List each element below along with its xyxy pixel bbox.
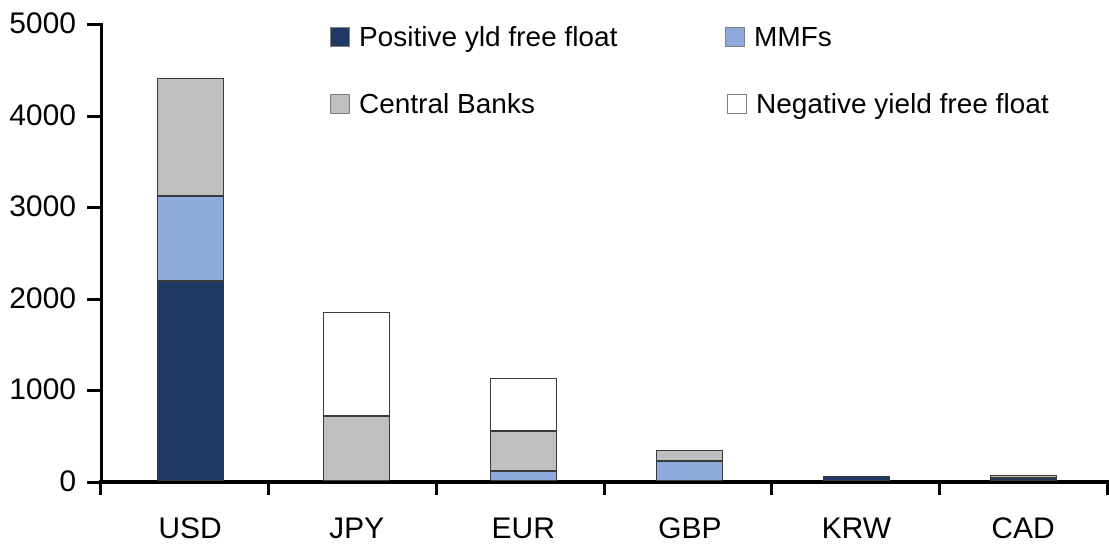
x-axis-label-jpy: JPY (329, 512, 385, 545)
legend-label-central-banks: Central Banks (359, 88, 535, 119)
y-tick-label: 4000 (9, 98, 76, 132)
legend-label-negative-yield-free-float: Negative yield free float (756, 88, 1049, 119)
bar-segment-negative-yield-free-float (323, 311, 391, 417)
x-tick (434, 480, 438, 495)
y-tick-label: 1000 (9, 373, 76, 407)
bar-segment-positive-yld-free-float (156, 281, 224, 481)
bar-segment-central-banks (156, 77, 224, 196)
bar-segment-positive-yld-free-float (822, 476, 890, 481)
legend-item-central-banks: Central Banks (330, 89, 535, 119)
x-axis-label-krw: KRW (821, 512, 892, 545)
x-tick (1106, 480, 1109, 495)
bar-segment-central-banks (489, 431, 557, 471)
y-axis-line (100, 23, 103, 483)
legend-label-positive-yld-free-float: Positive yld free float (359, 21, 618, 52)
legend-item-negative-yield-free-float: Negative yield free float (727, 89, 1049, 119)
x-tick (266, 480, 270, 495)
bar-segment-mmfs (156, 195, 224, 282)
bar-segment-negative-yield-free-float (489, 377, 557, 432)
legend-swatch-mmfs (725, 27, 745, 47)
y-tick-label: 5000 (9, 7, 76, 40)
bar-segment-central-banks (656, 449, 724, 461)
y-tick-label: 0 (59, 465, 76, 498)
x-tick (938, 480, 942, 495)
bar-segment-mmfs (489, 470, 557, 481)
x-axis-label-usd: USD (158, 512, 222, 545)
x-axis-label-gbp: GBP (658, 512, 722, 545)
legend-swatch-central-banks (330, 94, 350, 114)
bar-segment-mmfs (656, 460, 724, 481)
y-tick-label: 3000 (9, 190, 76, 224)
x-tick (99, 480, 102, 495)
x-tick (770, 480, 774, 495)
y-tick (87, 389, 101, 393)
bar-segment-central-banks (989, 475, 1057, 478)
x-axis-label-cad: CAD (991, 512, 1055, 545)
y-tick (87, 297, 101, 301)
bar-segment-positive-yld-free-float (989, 477, 1057, 481)
legend-label-mmfs: MMFs (754, 21, 832, 52)
legend-swatch-positive-yld-free-float (330, 27, 350, 47)
bar-segment-central-banks (323, 416, 391, 481)
y-tick (87, 481, 101, 484)
x-tick (602, 480, 606, 495)
legend-item-mmfs: MMFs (725, 22, 832, 52)
y-tick (87, 114, 101, 118)
y-tick (87, 206, 101, 210)
x-axis-label-eur: EUR (491, 512, 555, 545)
y-tick (87, 23, 101, 26)
y-tick-label: 2000 (9, 281, 76, 315)
legend-item-positive-yld-free-float: Positive yld free float (330, 22, 617, 52)
legend-swatch-negative-yield-free-float (727, 94, 747, 114)
